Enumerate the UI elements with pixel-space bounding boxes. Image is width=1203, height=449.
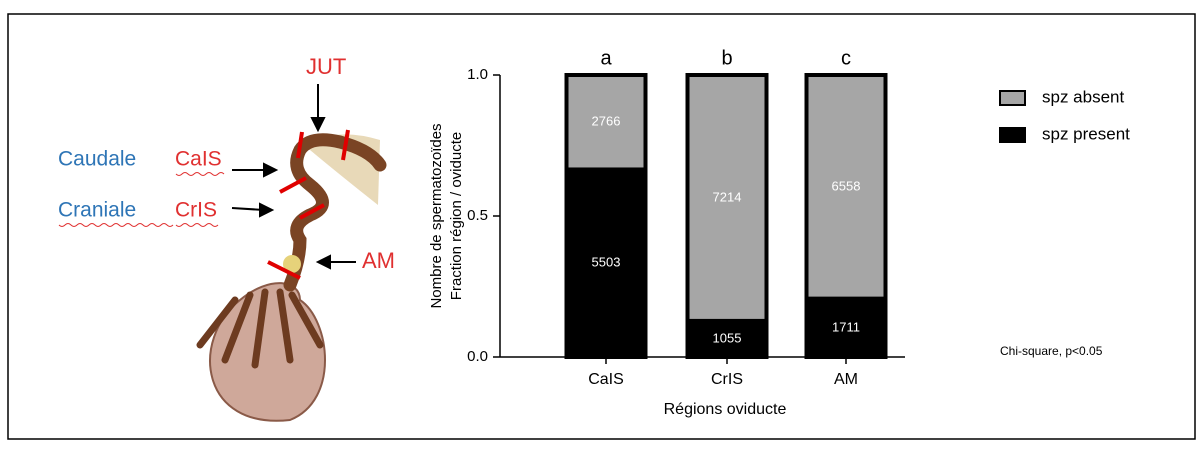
significance-letter: c [841, 47, 851, 69]
legend-label: spz present [1042, 124, 1130, 143]
label-craniale: Craniale [58, 199, 136, 222]
count-label: 1055 [713, 330, 742, 345]
illustration: JUT Caudale CaIS Craniale CrIS AM [58, 54, 395, 422]
label-caudale: Caudale [58, 148, 136, 171]
y-axis-title: Fraction région / oviducte [448, 132, 465, 300]
label-jut: JUT [306, 54, 346, 79]
y-tick-label: 1.0 [467, 66, 488, 83]
y-tick-label: 0.0 [467, 348, 488, 365]
note: Chi-square, p<0.05 [1000, 344, 1103, 358]
significance-letter: b [721, 47, 732, 69]
bar-segment [564, 73, 648, 172]
x-axis-title: Régions oviducte [664, 401, 787, 418]
label-cais: CaIS [175, 148, 222, 171]
count-label: 6558 [832, 178, 861, 193]
oviduct [283, 133, 387, 292]
label-am: AM [362, 248, 395, 273]
bar-segment [685, 73, 769, 323]
fimbriae [196, 288, 324, 369]
spell-underline [58, 172, 225, 227]
cut-marks [267, 129, 350, 280]
x-tick-label: CrIS [711, 371, 743, 388]
count-label: 1711 [832, 319, 860, 334]
count-label: 2766 [592, 114, 621, 129]
count-label: 5503 [592, 255, 621, 270]
x-tick-label: CaIS [588, 371, 624, 388]
count-label: 7214 [713, 189, 742, 204]
significance-letter: a [600, 47, 612, 69]
y-axis-title: Nombre de spermatozoïdes [428, 123, 445, 308]
arrows [231, 84, 356, 270]
label-cris: CrIS [175, 199, 217, 222]
junction [283, 255, 301, 273]
legend-label: spz absent [1042, 87, 1124, 106]
y-tick-label: 0.5 [467, 207, 488, 224]
bar-segment [804, 73, 888, 301]
legend-swatch [999, 90, 1026, 106]
legend-swatch [999, 127, 1026, 143]
x-tick-label: AM [834, 371, 858, 388]
